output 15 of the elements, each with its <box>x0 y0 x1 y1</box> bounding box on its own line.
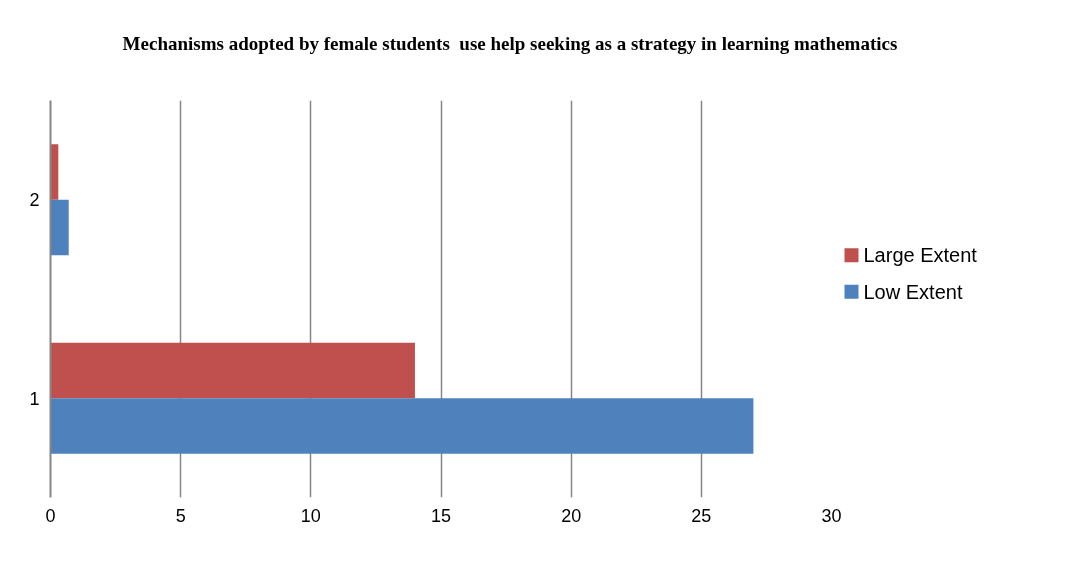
x-tick-label: 10 <box>300 505 321 526</box>
bar <box>50 342 415 399</box>
x-tick-label: 5 <box>175 505 186 526</box>
chart-title: Mechanisms adopted by female students use help seeking as a strategy in learning mathematics <box>122 33 898 56</box>
legend-label: Low Extent <box>863 280 963 303</box>
x-tick-label: 30 <box>821 505 842 526</box>
x-tick-label: 25 <box>691 505 712 526</box>
legend-label: Large Extent <box>863 244 978 267</box>
y-tick-label: 2 <box>29 190 40 211</box>
x-tick-label: 15 <box>430 505 452 526</box>
y-tick-label: 1 <box>29 388 40 409</box>
x-tick-label: 0 <box>45 505 56 526</box>
bar <box>50 199 69 256</box>
x-tick-label: 20 <box>561 505 582 526</box>
bar <box>50 398 754 454</box>
